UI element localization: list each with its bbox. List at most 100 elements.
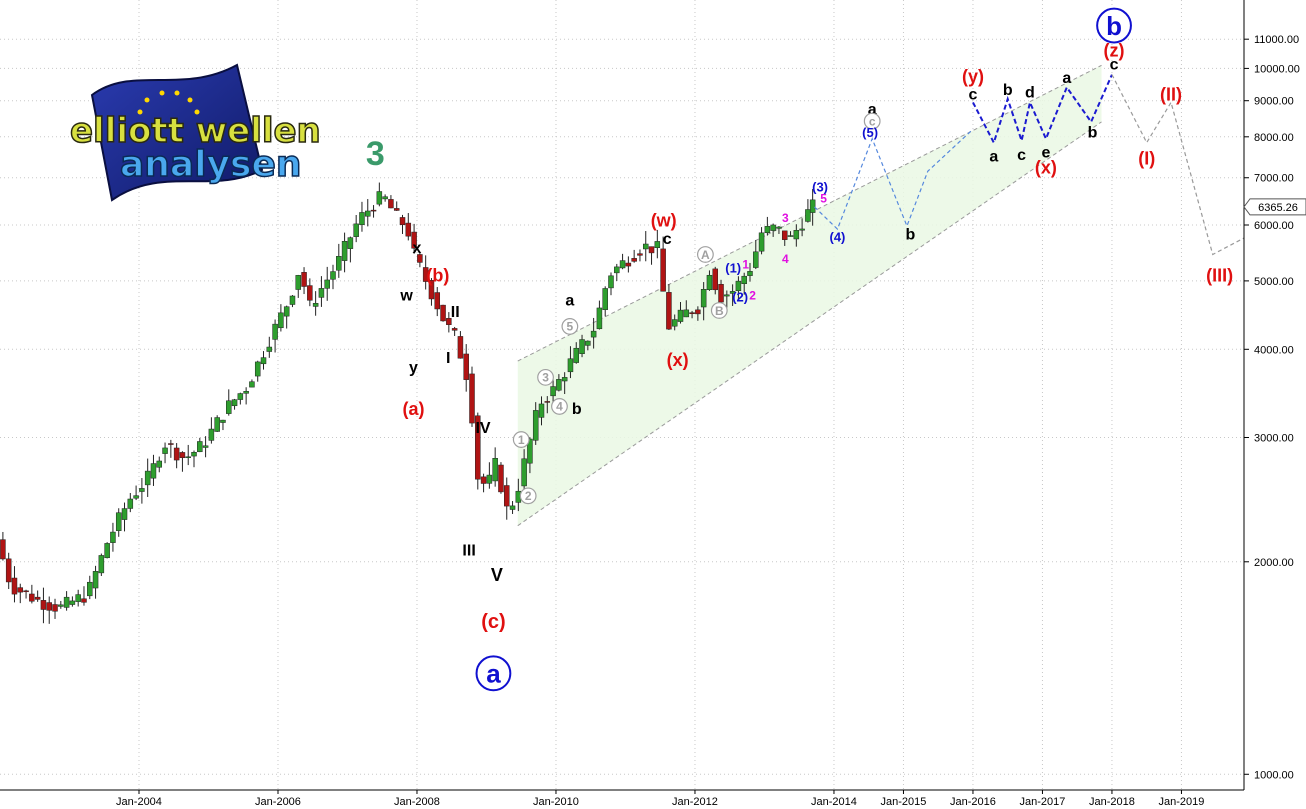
candle-body: [556, 379, 562, 391]
candle-body: [133, 495, 139, 499]
wave-label: V: [491, 565, 503, 585]
candle-body: [504, 485, 510, 507]
wave-label: (w): [651, 210, 677, 230]
candle-body: [150, 463, 157, 479]
wave-label: a: [989, 149, 998, 166]
candle-body: [532, 410, 539, 441]
candle-body: [139, 488, 145, 492]
wave-label: c: [663, 231, 672, 248]
y-tick-label: 6000.00: [1254, 220, 1294, 232]
candle-body: [52, 604, 58, 612]
candle-body: [272, 323, 278, 340]
candle-body: [550, 386, 556, 397]
y-tick-label: 8000.00: [1254, 132, 1294, 144]
y-tick-label: 9000.00: [1254, 96, 1294, 108]
wave-label: 3: [542, 371, 549, 385]
x-tick-label: Jan-2016: [950, 796, 996, 808]
candle-body: [191, 452, 197, 457]
candle-body: [585, 340, 591, 346]
y-tick-label: 2000.00: [1254, 557, 1294, 569]
candle-body: [735, 280, 742, 292]
candle-body: [324, 279, 330, 289]
candle-body: [753, 251, 759, 268]
candle-body: [724, 294, 730, 297]
wave-label: b: [906, 227, 916, 244]
candle-body: [758, 232, 765, 252]
candle-body: [121, 508, 128, 520]
candle-body: [69, 600, 76, 605]
candle-body: [666, 292, 672, 330]
wave-label: (b): [426, 265, 449, 285]
candle-body: [809, 199, 816, 213]
candle-body: [156, 460, 163, 468]
candle-body: [648, 246, 655, 254]
candle-body: [573, 347, 579, 363]
candle-body: [428, 280, 435, 300]
candle-body: [463, 353, 469, 380]
last-price-badge: [1243, 198, 1306, 216]
channel-lower-line: [517, 121, 1102, 527]
y-tick-label: 11000.00: [1254, 34, 1299, 46]
candle-body: [695, 309, 701, 315]
x-tick-label: Jan-2006: [255, 796, 301, 808]
candle-body: [405, 222, 412, 237]
wave-label: a: [868, 101, 877, 118]
wave-label-circle: [696, 246, 714, 263]
candle-body: [469, 373, 475, 424]
candle-body: [254, 361, 261, 377]
candle-body: [144, 470, 151, 486]
candle-body: [805, 209, 811, 222]
wave-label: 4: [556, 400, 563, 414]
wave-label: a: [486, 659, 501, 689]
wave-label: 5: [567, 320, 574, 334]
wave-label-circle: [512, 431, 530, 448]
candle-body: [98, 555, 105, 574]
candle-body: [689, 312, 695, 315]
candle-body: [770, 224, 776, 231]
candle-body: [712, 268, 718, 291]
candle-body: [359, 212, 365, 225]
wave-label: III: [462, 543, 475, 560]
candle-body: [781, 230, 788, 240]
wave-label-circle: [475, 655, 512, 692]
candle-body: [399, 217, 406, 226]
candle-body: [637, 253, 643, 256]
y-tick-label: 7000.00: [1254, 173, 1294, 185]
wave-label: 1: [518, 433, 525, 447]
wave-label: 1: [742, 258, 749, 272]
candle-body: [353, 223, 359, 237]
wave-label: (z): [1104, 40, 1125, 60]
candle-body: [58, 604, 64, 607]
wave-label: d: [1025, 84, 1035, 101]
candle-body: [34, 596, 41, 600]
candle-body: [168, 443, 174, 445]
projection-paths: [814, 74, 1245, 256]
x-tick-label: Jan-2018: [1089, 796, 1135, 808]
candle-body: [602, 288, 608, 310]
candle-body: [683, 309, 690, 318]
candle-body: [336, 256, 342, 271]
logo-line1: elliott wellen: [70, 111, 321, 151]
wave-label: B: [715, 304, 724, 318]
candle-body: [579, 339, 585, 354]
candle-body: [11, 577, 18, 595]
candle-body: [341, 240, 348, 261]
candle-body: [81, 598, 87, 603]
wave-label: I: [446, 350, 450, 367]
wave-label: x: [413, 240, 422, 257]
wave-label: 5: [820, 191, 827, 205]
x-tick-label: Jan-2010: [533, 796, 579, 808]
candle-body: [538, 403, 545, 418]
x-tick-label: Jan-2012: [672, 796, 718, 808]
candle-body: [110, 531, 116, 543]
candle-body: [631, 258, 637, 262]
wave-label: A: [701, 248, 710, 262]
path-grey: [1111, 74, 1245, 256]
flag-stars-icon: [137, 90, 200, 115]
wave-label: (II): [1160, 84, 1182, 104]
candle-body: [509, 505, 516, 510]
wave-label-circle: [537, 368, 554, 386]
candle-body: [486, 474, 493, 484]
candle-body: [162, 447, 168, 454]
wave-label: c: [869, 114, 876, 128]
